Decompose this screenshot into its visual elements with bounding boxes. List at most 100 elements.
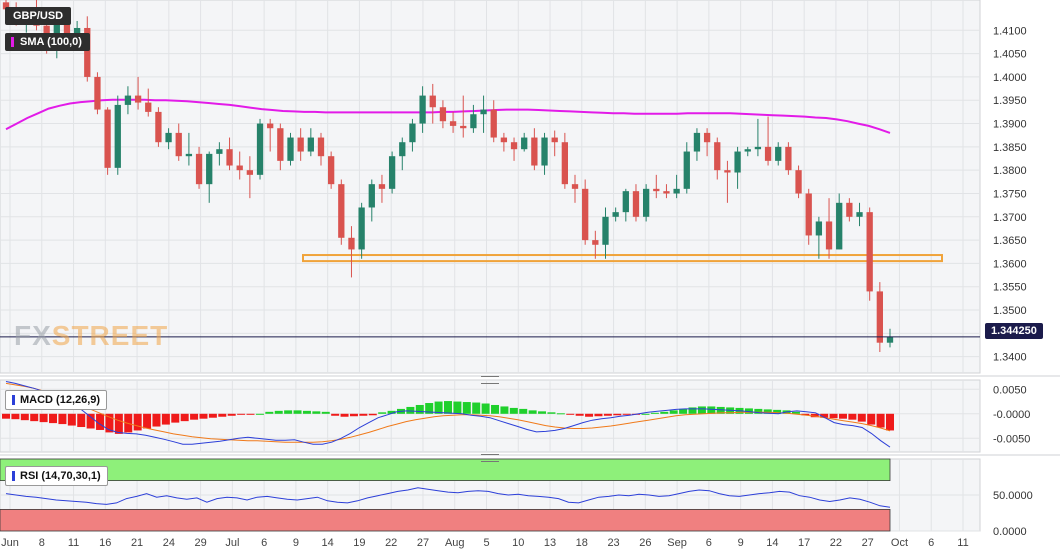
y-tick-label: 1.3600 xyxy=(993,258,1027,270)
candle-body xyxy=(419,95,426,124)
candle-body xyxy=(622,191,629,213)
macd-indicator-text: MACD (12,26,9) xyxy=(20,394,101,406)
x-tick-label: 8 xyxy=(39,537,45,549)
macd-histogram-bar xyxy=(444,401,452,414)
macd-histogram-bar xyxy=(11,413,20,420)
candle-body xyxy=(856,212,863,217)
candle-body xyxy=(378,184,386,189)
candle-body xyxy=(195,153,203,185)
rsi-indicator-label: RSI (14,70,30,1) xyxy=(5,466,108,486)
y-tick-label: 1.3900 xyxy=(993,119,1027,131)
macd-histogram-bar xyxy=(96,413,105,430)
y-tick-label: 1.3550 xyxy=(993,282,1027,294)
candle-body xyxy=(327,156,335,185)
candle-body xyxy=(216,149,223,154)
candle-body xyxy=(693,132,701,152)
candle-body xyxy=(683,151,690,189)
macd-histogram-bar xyxy=(867,413,876,425)
candle-body xyxy=(510,142,518,150)
x-tick-label: 27 xyxy=(417,537,429,549)
macd-color-swatch xyxy=(12,395,15,406)
candle-body xyxy=(388,156,396,189)
macd-histogram-bar xyxy=(349,413,358,417)
macd-indicator-label: MACD (12,26,9) xyxy=(5,390,108,410)
candle-body xyxy=(246,170,254,175)
candle-body xyxy=(449,121,457,126)
y-tick-label: 1.3400 xyxy=(993,352,1027,364)
panel-resize-handle-1[interactable] xyxy=(481,376,499,384)
candle-body xyxy=(775,146,782,161)
macd-histogram-bar xyxy=(227,413,236,416)
candle-body xyxy=(592,240,599,245)
y-tick-label: 1.4100 xyxy=(993,25,1027,37)
macd-histogram-bar xyxy=(472,402,481,414)
macd-histogram-bar xyxy=(462,402,471,414)
candle-body xyxy=(602,216,609,245)
macd-histogram-bar xyxy=(171,413,180,423)
x-tick-label: 18 xyxy=(576,537,588,549)
x-tick-label: 14 xyxy=(766,537,778,549)
macd-histogram-bar xyxy=(190,413,199,420)
rsi-overbought-zone xyxy=(0,458,891,482)
rsi-oversold-zone xyxy=(0,508,891,532)
macd-histogram-bar xyxy=(556,413,565,415)
macd-histogram-bar xyxy=(321,411,330,414)
y-tick-label: 1.3650 xyxy=(993,235,1027,247)
macd-histogram-bar xyxy=(744,408,753,414)
candle-body xyxy=(409,123,416,143)
candle-body xyxy=(134,95,142,103)
macd-histogram-bar xyxy=(368,413,377,416)
candle-body xyxy=(551,137,558,143)
candle-body xyxy=(185,153,193,157)
rsi-indicator-text: RSI (14,70,30,1) xyxy=(20,470,101,482)
macd-histogram-bar xyxy=(284,410,293,414)
macd-histogram-bar xyxy=(67,413,76,426)
macd-y-tick-label: 0.0050 xyxy=(993,384,1027,396)
candle-body xyxy=(287,137,294,161)
macd-histogram-bar xyxy=(716,406,725,414)
macd-y-tick-label: -0.0050 xyxy=(993,433,1030,445)
candle-body xyxy=(114,104,121,168)
macd-histogram-bar xyxy=(265,411,274,414)
macd-histogram-bar xyxy=(801,413,810,416)
fxstreet-watermark: FXSTREET xyxy=(14,320,168,352)
macd-histogram-bar xyxy=(886,413,894,431)
macd-histogram-bar xyxy=(848,413,857,420)
panel-resize-handle-2[interactable] xyxy=(481,454,499,462)
candle-body xyxy=(612,212,619,217)
x-tick-label: 9 xyxy=(293,537,299,549)
watermark-fx: FX xyxy=(14,320,52,351)
macd-histogram-bar xyxy=(613,413,622,416)
macd-histogram-bar xyxy=(161,413,170,425)
candle-body xyxy=(358,207,365,250)
candle-body xyxy=(94,76,101,110)
candle-body xyxy=(104,109,111,168)
y-tick-label: 1.3700 xyxy=(993,212,1027,224)
macd-histogram-bar xyxy=(820,413,829,418)
macd-histogram-bar xyxy=(378,412,387,414)
macd-histogram-bar xyxy=(86,413,95,429)
candle-body xyxy=(236,165,243,171)
candle-body xyxy=(165,132,172,143)
macd-histogram-bar xyxy=(39,413,48,423)
macd-histogram-bar xyxy=(773,409,782,414)
macd-histogram-bar xyxy=(491,404,500,414)
candle-body xyxy=(226,149,233,166)
candle-body xyxy=(348,237,355,250)
macd-histogram-bar xyxy=(20,413,29,421)
x-tick-label: 10 xyxy=(512,537,524,549)
candle-body xyxy=(734,151,741,173)
support-zone xyxy=(302,254,943,263)
x-tick-label: 27 xyxy=(862,537,874,549)
macd-histogram-bar xyxy=(500,406,509,414)
macd-histogram-bar xyxy=(575,413,584,416)
macd-histogram-bar xyxy=(387,410,396,414)
macd-histogram-bar xyxy=(697,406,706,414)
x-tick-label: 17 xyxy=(798,537,810,549)
macd-histogram-bar xyxy=(453,401,462,414)
macd-histogram-bar xyxy=(509,407,518,414)
x-tick-label: 5 xyxy=(483,537,489,549)
x-tick-label: 6 xyxy=(261,537,267,549)
macd-histogram-bar xyxy=(641,413,650,415)
